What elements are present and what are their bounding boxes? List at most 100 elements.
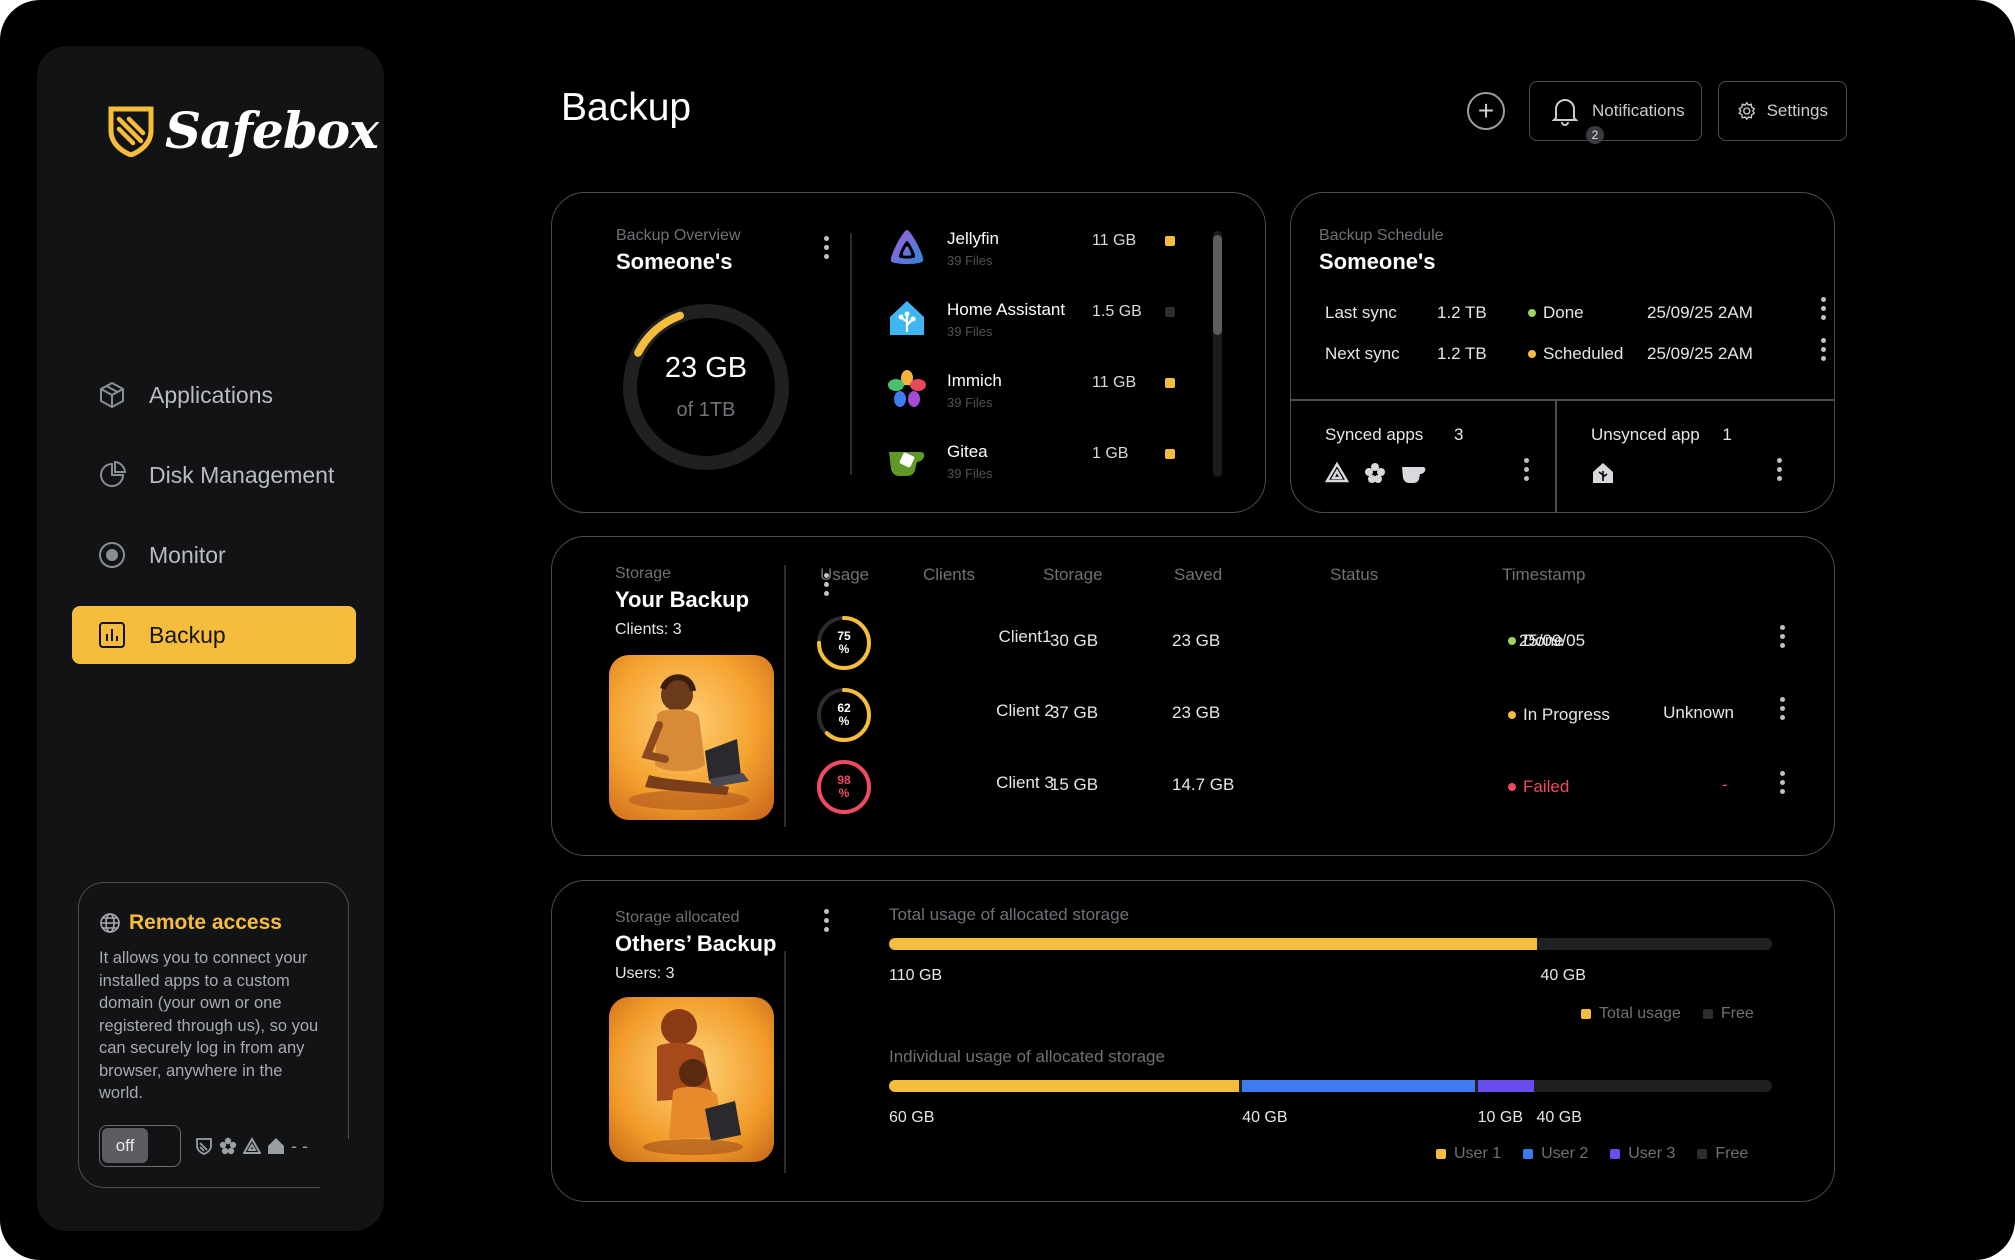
remote-access-card: Remote access It allows you to connect y… bbox=[78, 882, 350, 1189]
client-timestamp: 25/09/05 bbox=[1518, 631, 1586, 650]
list-item[interactable]: Gitea 39 Files 1 GB bbox=[887, 440, 1177, 511]
user-2-value: 40 GB bbox=[1242, 1109, 1288, 1126]
box-icon bbox=[97, 380, 127, 410]
brand-logo[interactable]: Safebox bbox=[107, 101, 379, 160]
settings-button[interactable]: Settings bbox=[1718, 81, 1847, 141]
storage-menu-button[interactable] bbox=[816, 573, 836, 596]
synced-app-icons bbox=[1325, 461, 1427, 485]
users-count: Users: 3 bbox=[615, 965, 675, 982]
card-title: Someone's bbox=[1319, 249, 1436, 274]
table-row[interactable]: 62% Client 2 37 GB 23 GB In Progress Unk… bbox=[552, 687, 1834, 745]
column-header-timestamp: Timestamp bbox=[1502, 565, 1586, 584]
total-storage-value: of 1TB bbox=[676, 399, 736, 421]
sync-name: Next sync bbox=[1325, 344, 1400, 363]
card-title: Someone's bbox=[616, 249, 733, 274]
legend-item: Total usage bbox=[1581, 1005, 1681, 1023]
card-title: Your Backup bbox=[615, 587, 750, 612]
client-saved: 14.7 GB bbox=[1172, 775, 1235, 794]
sync-name: Last sync bbox=[1325, 303, 1397, 322]
app-name: Gitea bbox=[947, 442, 988, 461]
jellyfin-mini-icon bbox=[1325, 461, 1349, 483]
gear-icon bbox=[1738, 101, 1756, 121]
synced-apps-count: 3 bbox=[1454, 425, 1464, 444]
column-header-usage: Usage bbox=[820, 565, 870, 584]
remote-access-toggle[interactable]: off bbox=[99, 1125, 181, 1167]
sync-indicator bbox=[1165, 378, 1175, 388]
synced-apps-menu-button[interactable] bbox=[1516, 458, 1536, 481]
overview-menu-button[interactable] bbox=[816, 236, 836, 259]
remote-access-title-text: Remote access bbox=[129, 911, 282, 934]
column-header-storage: Storage bbox=[1043, 565, 1103, 584]
card-label: Storage bbox=[615, 565, 672, 582]
row-menu-button[interactable] bbox=[1772, 625, 1792, 648]
notifications-button[interactable]: 2 Notifications bbox=[1529, 81, 1702, 144]
schedule-row: Last sync 1.2 TB Done 25/09/25 2AM bbox=[1325, 297, 1826, 329]
others-menu-button[interactable] bbox=[816, 909, 836, 932]
schedule-vertical-divider bbox=[1555, 399, 1557, 513]
bar-chart-icon bbox=[97, 620, 127, 650]
status-dot bbox=[1528, 349, 1536, 358]
sidebar-item-label: Disk Management bbox=[149, 461, 335, 488]
individual-usage-label: Individual usage of allocated storage bbox=[889, 1047, 1165, 1066]
sync-indicator bbox=[1165, 307, 1175, 317]
sidebar-item-disk-management[interactable]: Disk Management bbox=[72, 446, 356, 504]
list-item[interactable]: Jellyfin 39 Files 11 GB bbox=[887, 227, 1177, 298]
remote-access-title: Remote access bbox=[99, 911, 328, 935]
row-menu-button[interactable] bbox=[1772, 697, 1792, 720]
row-menu-button[interactable] bbox=[1772, 771, 1792, 794]
usage-percent: 75% bbox=[837, 629, 851, 656]
synced-apps-label: Synced apps bbox=[1325, 425, 1424, 444]
sync-status: Done bbox=[1528, 303, 1584, 323]
total-usage-label: Total usage of allocated storage bbox=[889, 905, 1130, 924]
storage-header: Storage Your Backup Clients: 3 bbox=[615, 565, 749, 639]
app-list-scrollbar[interactable] bbox=[1213, 231, 1222, 477]
schedule-row: Next sync 1.2 TB Scheduled 25/09/25 2AM bbox=[1325, 338, 1826, 370]
usage-ring bbox=[817, 616, 871, 670]
table-row[interactable]: 98% Client 3 15 GB 14.7 GB Failed - bbox=[552, 759, 1834, 817]
unsynced-apps-menu-button[interactable] bbox=[1769, 458, 1789, 481]
globe-icon bbox=[100, 913, 120, 933]
legend-item: Free bbox=[1697, 1145, 1748, 1163]
add-button[interactable]: + bbox=[1467, 92, 1505, 130]
your-backup-card: Storage Your Backup Clients: 3 Usage Cli… bbox=[551, 536, 1835, 856]
sync-size: 1.2 TB bbox=[1437, 303, 1487, 322]
individual-usage-legend: User 1 User 2 User 3 Free bbox=[1436, 1145, 1748, 1163]
remote-app-icons: - - bbox=[195, 1136, 308, 1157]
client-timestamp: Unknown bbox=[1663, 703, 1734, 722]
plus-icon: + bbox=[1477, 95, 1495, 126]
client-timestamp: - bbox=[1722, 775, 1728, 794]
client-name: Client1 bbox=[998, 627, 1052, 646]
sync-size: 1.2 TB bbox=[1437, 344, 1487, 363]
app-name: Jellyfin bbox=[947, 229, 999, 248]
overview-divider bbox=[850, 233, 852, 475]
clients-count: Clients: 3 bbox=[615, 621, 682, 638]
sidebar-item-monitor[interactable]: Monitor bbox=[72, 526, 356, 584]
app-name: Immich bbox=[947, 371, 1002, 390]
table-row[interactable]: 75% Client1 30 GB 23 GB Done 25/09/05 bbox=[552, 615, 1834, 673]
app-list-scroll-thumb[interactable] bbox=[1213, 235, 1222, 335]
sync-status: Scheduled bbox=[1528, 344, 1623, 364]
app-size: 1.5 GB bbox=[1092, 303, 1142, 320]
sidebar-item-applications[interactable]: Applications bbox=[72, 366, 356, 424]
schedule-header: Backup Schedule Someone's bbox=[1319, 227, 1444, 275]
storage-divider bbox=[784, 565, 786, 827]
sidebar-item-backup[interactable]: Backup bbox=[72, 606, 356, 664]
app-size: 11 GB bbox=[1092, 374, 1137, 391]
schedule-row-menu-button[interactable] bbox=[1813, 338, 1833, 361]
shield-logo-icon bbox=[108, 106, 154, 157]
gitea-mini-icon bbox=[1402, 467, 1426, 483]
others-divider bbox=[784, 951, 786, 1173]
status-dot bbox=[1528, 308, 1536, 317]
home-assistant-mini-icon bbox=[1593, 463, 1613, 483]
notification-count-badge: 2 bbox=[1586, 126, 1604, 144]
used-storage-value: 23 GB bbox=[664, 352, 748, 384]
shield-mini-icon bbox=[196, 1138, 212, 1155]
remote-card-notch bbox=[320, 1139, 350, 1189]
gitea-icon bbox=[889, 452, 925, 476]
schedule-row-menu-button[interactable] bbox=[1813, 297, 1833, 320]
backup-illustration bbox=[609, 655, 774, 820]
list-item[interactable]: Immich 39 Files 11 GB bbox=[887, 369, 1177, 440]
client-status: Done bbox=[1508, 631, 1564, 651]
list-item[interactable]: Home Assistant 39 Files 1.5 GB bbox=[887, 298, 1177, 369]
